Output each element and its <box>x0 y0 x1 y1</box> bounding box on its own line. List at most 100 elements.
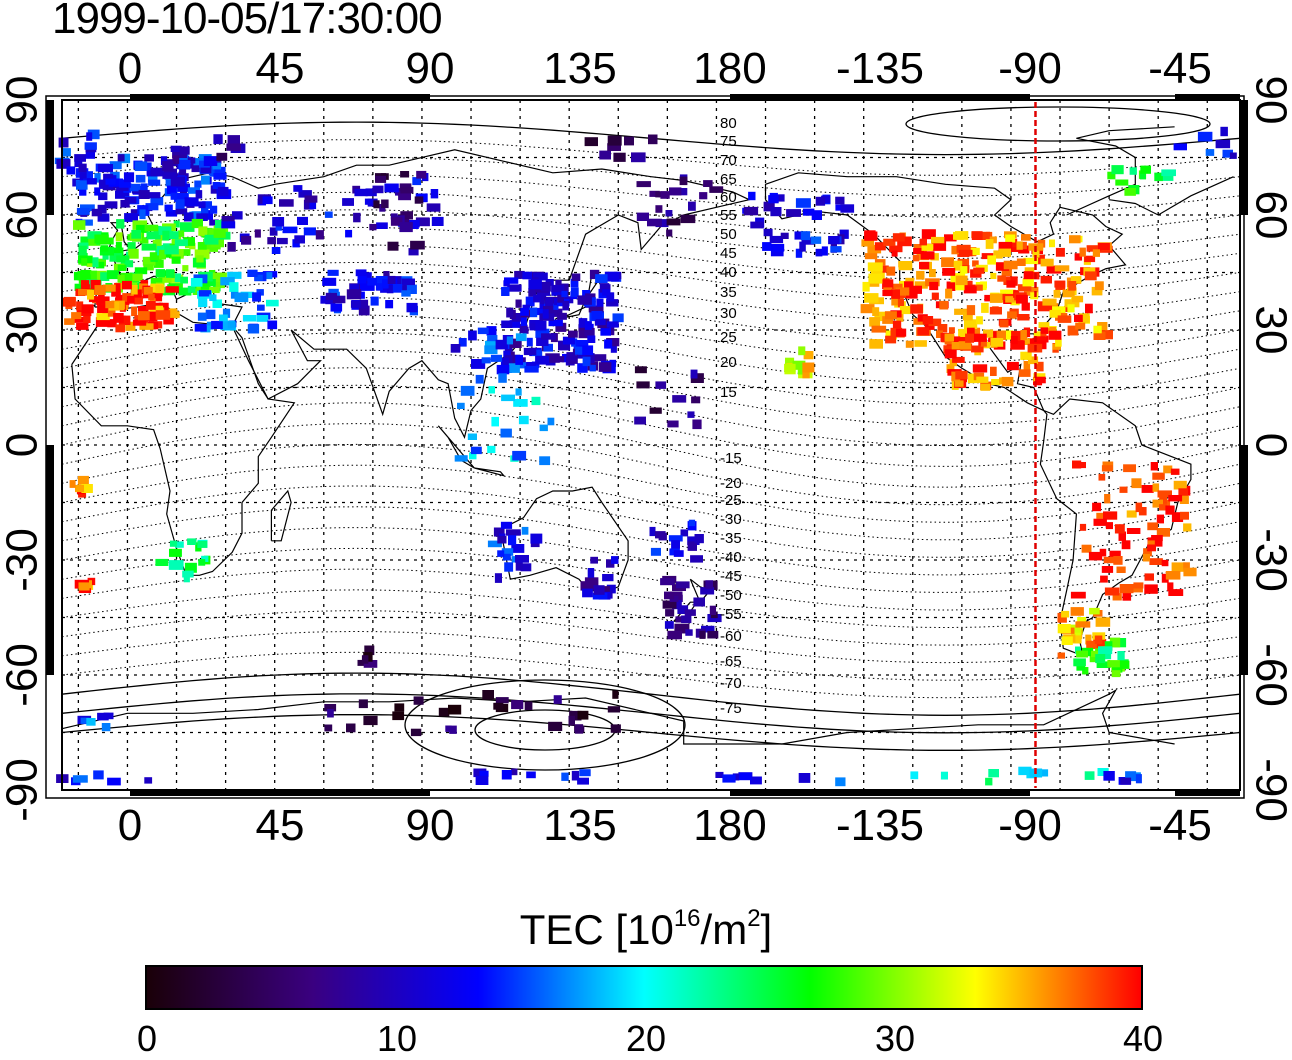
tec-cell <box>944 333 954 342</box>
tec-cell <box>79 172 87 179</box>
tec-cell <box>999 319 1009 328</box>
tec-cell <box>1067 325 1079 336</box>
tec-cell <box>522 326 529 334</box>
tec-cell <box>257 304 265 311</box>
tec-cell <box>204 234 219 245</box>
tec-cell <box>956 244 971 253</box>
tec-cell <box>648 134 658 145</box>
tec-cell <box>1030 292 1039 300</box>
tec-cell <box>174 273 182 283</box>
tec-cell <box>469 452 477 460</box>
tec-cell <box>520 307 529 316</box>
tec-cell <box>569 710 582 721</box>
tec-cell <box>501 287 510 296</box>
tec-cell <box>213 229 226 238</box>
tec-cell <box>1054 265 1070 272</box>
tec-cell <box>1094 281 1104 291</box>
tec-cell <box>190 278 203 287</box>
tec-cell <box>365 188 377 197</box>
tec-cell <box>555 279 562 289</box>
tec-cell <box>575 346 583 355</box>
tec-cell <box>1120 777 1132 785</box>
tec-cell <box>611 556 619 564</box>
tec-cell <box>1016 241 1023 250</box>
tec-cell <box>803 351 814 360</box>
tec-cell <box>511 768 518 776</box>
tec-cell <box>593 585 605 595</box>
tec-cell <box>649 190 660 197</box>
tec-cell <box>84 142 97 150</box>
tec-cell <box>487 335 498 342</box>
tec-cell <box>119 179 131 188</box>
tec-cell <box>606 299 619 307</box>
tec-cell <box>539 456 551 466</box>
tec-cell <box>327 269 339 276</box>
tec-cell <box>1018 245 1030 254</box>
tec-cell <box>692 419 702 430</box>
tec-cell <box>1093 331 1106 340</box>
tec-cell <box>762 242 772 251</box>
tec-cell <box>1070 591 1086 599</box>
contour-label: -65 <box>720 653 742 670</box>
tec-cell <box>1020 330 1027 340</box>
tec-cell <box>416 170 427 179</box>
tec-cell <box>919 261 930 270</box>
tec-cell <box>66 166 76 175</box>
tec-cell <box>191 218 203 229</box>
tec-cell <box>140 183 148 191</box>
tec-cell <box>671 540 680 549</box>
tec-cell <box>79 219 93 226</box>
tec-cell <box>178 230 185 237</box>
tec-cell <box>993 250 1003 259</box>
tec-cell <box>613 152 626 162</box>
tec-cell <box>1028 356 1039 365</box>
tec-cell <box>1007 245 1020 252</box>
tec-cell <box>743 206 759 216</box>
tec-cell <box>1124 187 1136 196</box>
tec-cell <box>835 777 846 787</box>
tec-cell <box>1084 771 1095 780</box>
tec-cell <box>545 353 560 363</box>
tec-cell <box>520 563 532 572</box>
tec-cell <box>1086 640 1097 649</box>
tec-cell <box>513 399 528 407</box>
tec-cell <box>892 320 902 329</box>
tec-cell <box>146 231 161 240</box>
tec-cell <box>840 204 855 213</box>
tec-cell <box>315 230 324 240</box>
lat-label-left-5: -60 <box>0 643 47 707</box>
tec-cell <box>535 320 547 331</box>
tec-cell <box>792 360 806 370</box>
tec-cell <box>770 207 782 217</box>
tec-cell <box>971 284 983 291</box>
tec-cell <box>963 312 973 321</box>
tec-cell <box>98 192 108 201</box>
contour-label: -40 <box>720 549 742 566</box>
tec-cell <box>606 584 616 594</box>
tec-cell <box>557 312 567 320</box>
tec-cell <box>216 182 226 190</box>
tec-cell <box>103 284 116 292</box>
tec-cell <box>390 213 398 220</box>
tec-cell <box>448 704 462 715</box>
tec-cell <box>548 721 563 731</box>
tec-cell <box>690 555 703 563</box>
tec-cell <box>1017 314 1030 321</box>
tec-cell <box>655 205 663 213</box>
tec-cell <box>897 298 904 308</box>
tec-cell <box>1156 528 1170 537</box>
tec-cell <box>1091 286 1103 296</box>
tec-cell <box>963 286 977 294</box>
tec-cell <box>1046 265 1062 274</box>
tec-cell <box>960 266 968 274</box>
tec-cell <box>213 134 223 145</box>
tec-cell <box>76 323 89 330</box>
tec-cell <box>1126 528 1141 534</box>
tec-cell <box>197 540 208 548</box>
tec-cell <box>179 222 195 232</box>
tec-cell <box>687 536 700 545</box>
tec-cell <box>207 210 213 220</box>
tec-cell <box>194 249 210 259</box>
tec-cell <box>607 135 622 146</box>
tec-cell <box>211 320 223 329</box>
